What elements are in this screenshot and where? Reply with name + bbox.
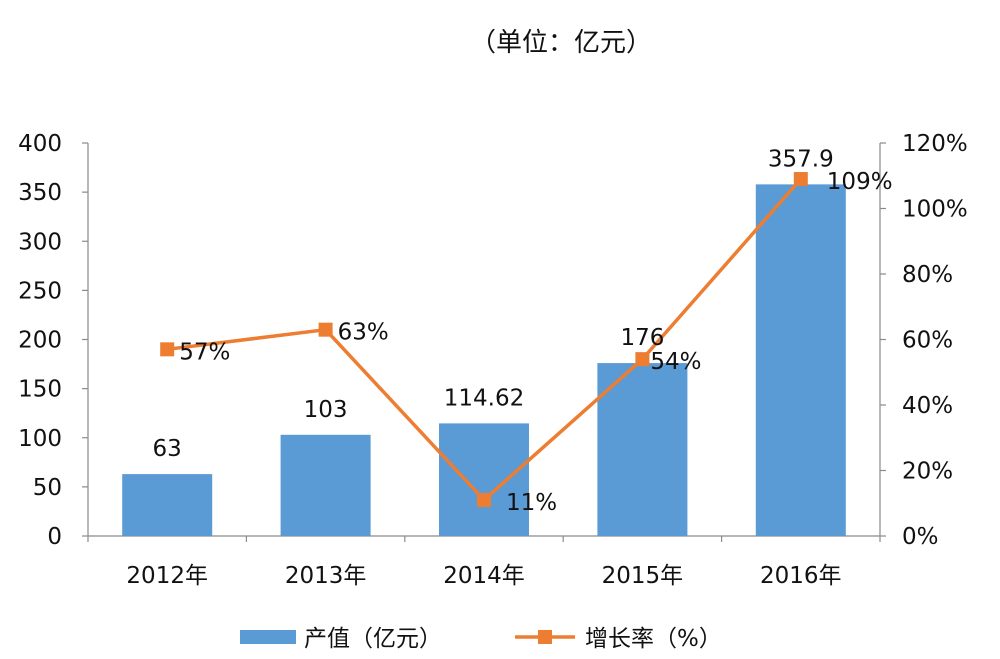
line-data-label: 109%: [827, 169, 893, 195]
line-data-label: 63%: [338, 320, 389, 346]
axes: 0 50 100 150 200 250 300 350 400 0% 20% 40% 60% 80% 10…: [18, 131, 968, 589]
bar-series: [122, 184, 846, 536]
bar: [755, 184, 846, 536]
y-right-tick-label: 100%: [902, 197, 968, 223]
y-left-tick-label: 100: [18, 426, 62, 452]
y-right-tick-label: 60%: [902, 328, 953, 354]
line-series: [160, 172, 808, 507]
bar-data-label: 114.62: [444, 385, 524, 411]
line-point: [635, 352, 650, 367]
x-tick-label: 2013年: [285, 563, 367, 589]
y-left-tick-label: 400: [18, 131, 62, 157]
line-point: [477, 492, 491, 507]
y-right-tick-label: 80%: [902, 262, 953, 288]
y-right-tick-label: 0%: [902, 524, 939, 550]
legend-label-bar: 产值（亿元）: [304, 626, 442, 652]
line-point: [793, 172, 808, 187]
legend-swatch-bar: [240, 630, 296, 644]
y-right-tick-label: 20%: [902, 459, 953, 485]
bar: [597, 363, 688, 536]
bar-data-label: 357.9: [768, 146, 834, 172]
legend-label-line: 增长率（%）: [585, 626, 722, 652]
data-labels: 63 103 114.62 176 357.9 57% 63% 11% 54% 109%: [153, 146, 893, 516]
x-tick-label: 2014年: [443, 563, 525, 589]
bar: [280, 434, 371, 536]
y-left-tick-label: 0: [47, 524, 62, 550]
line-point: [318, 322, 333, 337]
bar-data-label: 63: [153, 436, 182, 462]
line-data-label: 11%: [506, 490, 557, 516]
line-point: [160, 342, 175, 357]
y-left-tick-label: 200: [18, 328, 62, 354]
legend-swatch-marker: [538, 630, 552, 644]
y-left-tick-label: 350: [18, 180, 62, 206]
line-data-label: 54%: [650, 349, 701, 375]
bar-data-label: 103: [304, 397, 348, 423]
y-right-tick-label: 120%: [902, 131, 968, 157]
line-data-label: 57%: [179, 339, 230, 365]
bar: [439, 423, 529, 536]
x-tick-label: 2016年: [760, 563, 842, 589]
y-right-tick-label: 40%: [902, 393, 953, 419]
y-left-tick-label: 250: [18, 278, 62, 304]
chart-unit-title: （单位：亿元）: [470, 28, 653, 58]
y-left-tick-label: 50: [33, 475, 62, 501]
x-tick-label: 2012年: [126, 563, 208, 589]
bar: [122, 474, 213, 536]
y-left-tick-label: 300: [18, 229, 62, 255]
x-tick-label: 2015年: [602, 563, 684, 589]
bar-data-label: 176: [620, 325, 664, 351]
y-left-tick-label: 150: [18, 377, 62, 403]
legend: 产值（亿元） 增长率（%）: [240, 626, 722, 652]
